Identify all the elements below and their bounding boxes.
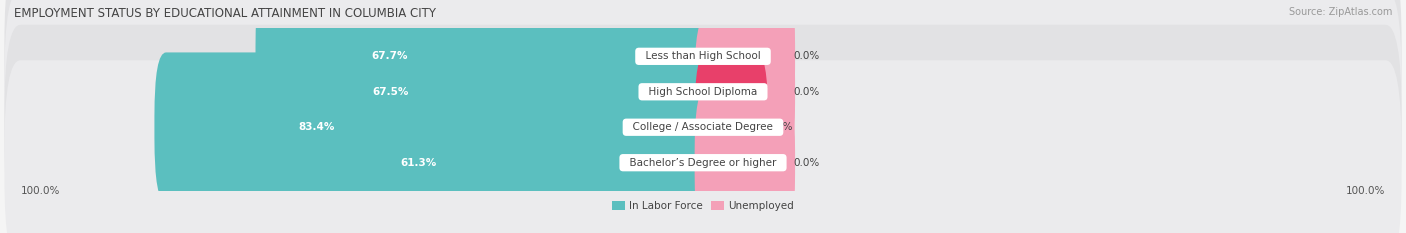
Text: 100.0%: 100.0% bbox=[1346, 186, 1385, 196]
Legend: In Labor Force, Unemployed: In Labor Force, Unemployed bbox=[609, 197, 797, 215]
FancyBboxPatch shape bbox=[695, 17, 794, 167]
Text: Bachelor’s Degree or higher: Bachelor’s Degree or higher bbox=[623, 158, 783, 168]
Text: High School Diploma: High School Diploma bbox=[643, 87, 763, 97]
Text: 0.0%: 0.0% bbox=[793, 87, 820, 97]
Text: Source: ZipAtlas.com: Source: ZipAtlas.com bbox=[1288, 7, 1392, 17]
Text: 67.7%: 67.7% bbox=[371, 51, 408, 61]
FancyBboxPatch shape bbox=[256, 0, 714, 131]
Text: EMPLOYMENT STATUS BY EDUCATIONAL ATTAINMENT IN COLUMBIA CITY: EMPLOYMENT STATUS BY EDUCATIONAL ATTAINM… bbox=[14, 7, 436, 20]
Text: College / Associate Degree: College / Associate Degree bbox=[626, 122, 780, 132]
Text: Less than High School: Less than High School bbox=[638, 51, 768, 61]
FancyBboxPatch shape bbox=[4, 25, 1402, 230]
Text: 100.0%: 100.0% bbox=[21, 186, 60, 196]
FancyBboxPatch shape bbox=[4, 60, 1402, 233]
FancyBboxPatch shape bbox=[695, 88, 794, 233]
FancyBboxPatch shape bbox=[297, 88, 714, 233]
FancyBboxPatch shape bbox=[155, 52, 714, 202]
Text: 5.2%: 5.2% bbox=[766, 122, 793, 132]
FancyBboxPatch shape bbox=[257, 17, 714, 167]
FancyBboxPatch shape bbox=[4, 0, 1402, 194]
Text: 61.3%: 61.3% bbox=[401, 158, 437, 168]
FancyBboxPatch shape bbox=[695, 0, 794, 131]
Text: 0.0%: 0.0% bbox=[793, 158, 820, 168]
FancyBboxPatch shape bbox=[695, 52, 768, 202]
Text: 67.5%: 67.5% bbox=[373, 87, 408, 97]
Text: 83.4%: 83.4% bbox=[298, 122, 335, 132]
FancyBboxPatch shape bbox=[4, 0, 1402, 159]
Text: 0.0%: 0.0% bbox=[793, 51, 820, 61]
